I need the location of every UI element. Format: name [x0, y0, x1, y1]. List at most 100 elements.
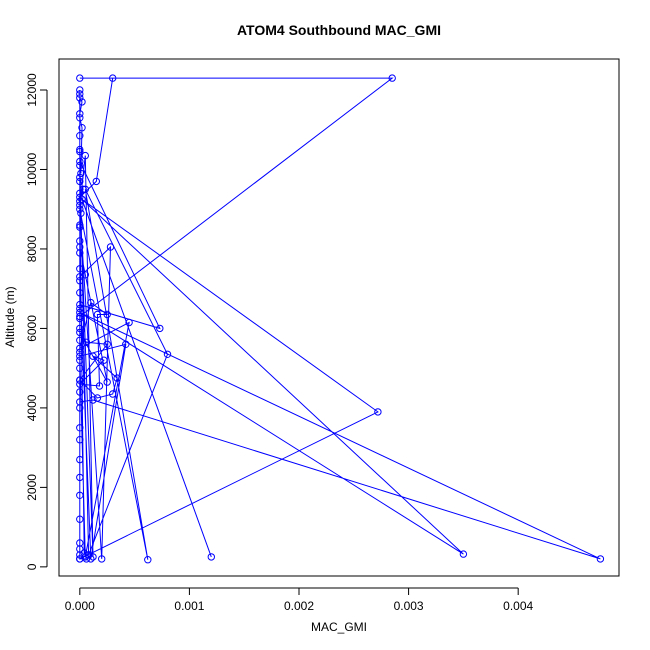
data-point: [93, 394, 102, 402]
data-point: [125, 318, 133, 327]
data-point: [92, 177, 101, 186]
series-line: [78, 77, 601, 560]
series-layer: [76, 74, 605, 564]
data-point: [76, 277, 84, 285]
y-axis: 0 2000 4000 6000 8000 10000 12000: [25, 73, 48, 570]
y-tick-label: 4000: [25, 394, 39, 421]
data-point: [103, 310, 111, 319]
data-point: [95, 382, 104, 390]
data-point: [76, 356, 84, 364]
data-point: [81, 553, 90, 561]
data-point: [109, 74, 117, 82]
data-point: [78, 98, 86, 106]
data-point: [76, 380, 84, 388]
data-point: [76, 145, 84, 154]
data-point: [76, 86, 84, 94]
data-point: [76, 352, 84, 360]
data-point: [76, 491, 84, 499]
data-point: [459, 550, 468, 558]
data-point: [76, 328, 84, 337]
data-point: [87, 298, 95, 307]
data-point: [76, 289, 84, 297]
x-tick-label: 0.004: [503, 599, 533, 613]
data-point: [76, 300, 84, 309]
data-point: [76, 147, 84, 156]
data-point: [76, 344, 84, 352]
data-point: [89, 396, 97, 404]
x-tick-label: 0.001: [174, 599, 204, 613]
x-tick-label: 0.000: [65, 599, 95, 613]
data-point: [100, 356, 108, 364]
data-point: [76, 473, 84, 482]
data-point: [76, 304, 84, 313]
y-tick-label: 6000: [25, 315, 39, 342]
plot-frame: [58, 58, 620, 577]
data-point: [98, 555, 106, 563]
data-point: [81, 271, 90, 279]
data-point: [76, 324, 84, 333]
data-point: [76, 161, 84, 170]
data-point: [596, 555, 605, 563]
y-axis-label: Altitude (m): [3, 286, 17, 347]
data-point: [77, 169, 85, 178]
y-tick-label: 10000: [25, 152, 39, 186]
data-point: [76, 424, 84, 432]
data-point: [163, 350, 172, 358]
data-point: [76, 90, 84, 98]
data-point: [76, 436, 84, 444]
data-point: [144, 556, 152, 564]
data-point: [76, 193, 84, 202]
data-point: [77, 209, 85, 217]
data-point: [76, 515, 84, 523]
data-point: [113, 374, 121, 382]
data-point: [76, 336, 84, 344]
data-point: [106, 243, 115, 251]
data-point: [76, 110, 84, 118]
data-point: [109, 390, 117, 398]
data-point: [103, 340, 111, 348]
data-point: [93, 310, 102, 319]
data-point: [76, 197, 84, 206]
data-point: [76, 388, 84, 396]
data-point: [78, 124, 86, 132]
data-point: [76, 221, 84, 229]
data-point: [76, 74, 84, 82]
data-point: [76, 398, 84, 406]
data-point: [76, 114, 84, 122]
data-point: [76, 308, 84, 317]
x-axis: 0.000 0.001 0.002 0.003 0.004: [65, 587, 534, 613]
data-point: [76, 173, 84, 182]
chart-title: ATOM4 Southbound MAC_GMI: [237, 22, 441, 38]
data-point: [76, 94, 84, 102]
data-point: [78, 195, 86, 204]
data-point: [81, 151, 90, 160]
data-point: [82, 338, 91, 346]
data-point: [89, 352, 97, 360]
data-point: [76, 265, 84, 273]
data-point: [76, 205, 84, 213]
data-point: [76, 223, 84, 231]
data-point: [122, 340, 130, 348]
data-point: [156, 324, 164, 333]
y-tick-label: 12000: [25, 73, 39, 107]
data-point: [76, 177, 84, 186]
y-tick-label: 2000: [25, 474, 39, 501]
x-axis-label: MAC_GMI: [311, 620, 367, 634]
data-point: [76, 312, 84, 321]
data-point: [76, 243, 84, 251]
data-point: [89, 553, 97, 561]
data-point: [76, 249, 84, 257]
data-point: [80, 549, 88, 557]
data-point: [76, 376, 84, 384]
data-point: [76, 132, 84, 140]
data-point: [76, 455, 84, 464]
data-point: [388, 74, 396, 82]
y-tick-label: 0: [25, 563, 39, 570]
x-tick-label: 0.003: [394, 599, 424, 613]
data-point: [103, 378, 111, 386]
data-point: [207, 553, 216, 561]
data-point: [76, 364, 84, 372]
data-point: [76, 348, 84, 356]
data-point: [76, 157, 84, 166]
